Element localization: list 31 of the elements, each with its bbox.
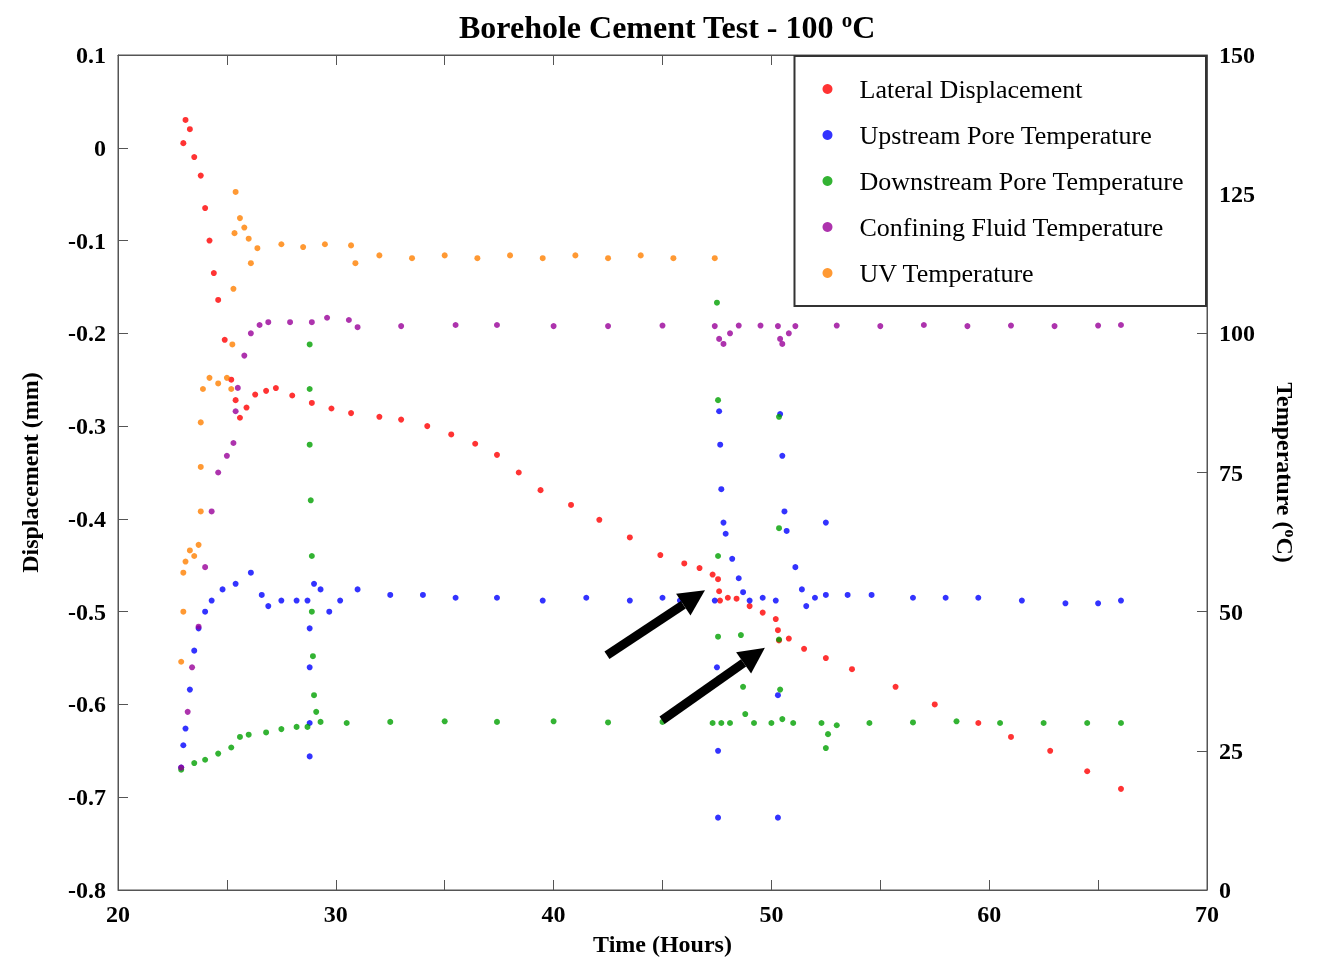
y-tick-label: -0.8 [68, 877, 106, 903]
y2-axis-title: Temperature (oC) [1271, 382, 1299, 563]
legend-label: Confining Fluid Temperature [859, 212, 1164, 242]
y2-tick-label: 50 [1219, 598, 1243, 625]
y-tick-label: -0.5 [68, 598, 106, 625]
x-tick-label: 30 [323, 901, 348, 927]
x-axis-title: Time (Hours) [593, 931, 732, 957]
y2-tick-label: 150 [1219, 42, 1255, 68]
y-tick-label: -0.4 [68, 505, 106, 532]
y-axis-title: Displacement (mm) [17, 372, 43, 573]
x-tick-label: 60 [977, 901, 1002, 927]
legend-label: Upstream Pore Temperature [859, 120, 1152, 150]
x-tick-label: 70 [1195, 901, 1219, 927]
x-tick-label: 40 [541, 901, 566, 927]
y-tick-label: -0.3 [68, 413, 106, 440]
legend-label: Downstream Pore Temperature [859, 166, 1184, 196]
y2-tick-label: 100 [1219, 320, 1255, 347]
legend-label: Lateral Displacement [859, 74, 1084, 104]
y-tick-label: -0.6 [68, 691, 106, 718]
x-tick-label: 50 [759, 901, 784, 927]
y2-tick-label: 125 [1219, 181, 1255, 208]
y-tick-label: -0.7 [68, 784, 106, 811]
y-tick-label: 0.1 [76, 42, 106, 68]
y-tick-label: -0.2 [68, 320, 106, 347]
y-tick-label: -0.1 [68, 227, 106, 254]
y2-tick-label: 0 [1219, 877, 1231, 903]
y-tick-label: 0 [94, 134, 106, 161]
y2-tick-label: 75 [1219, 459, 1243, 486]
legend-label: UV Temperature [859, 258, 1034, 288]
y2-tick-label: 25 [1219, 737, 1243, 764]
x-tick-label: 20 [106, 901, 130, 927]
